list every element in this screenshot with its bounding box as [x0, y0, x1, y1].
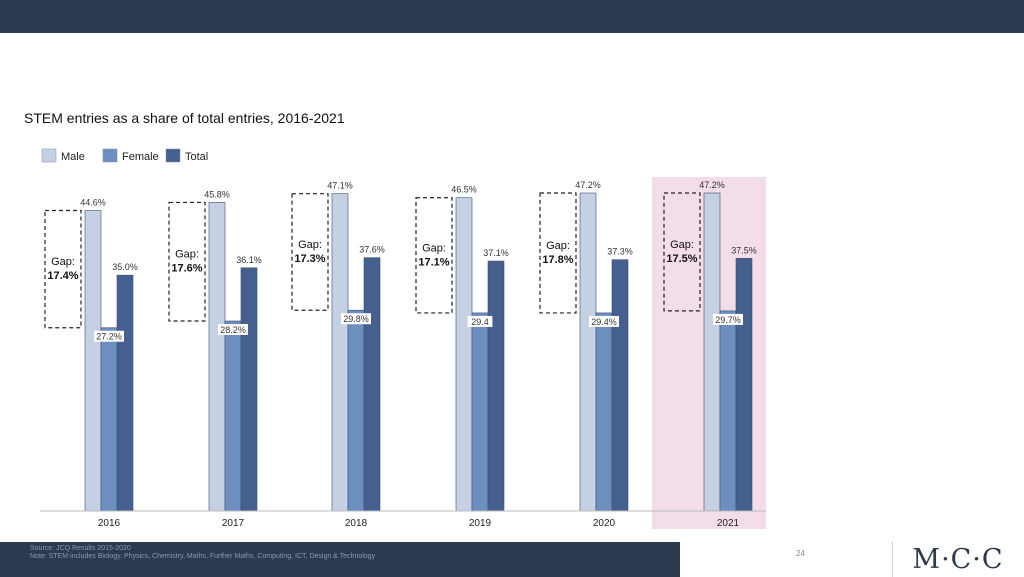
label-bg-female-2020	[589, 315, 619, 327]
bar-male-2016	[84, 210, 102, 512]
label-bg-female-2019	[467, 315, 493, 327]
bar-female-2021	[719, 310, 737, 512]
bar-female-2017	[224, 320, 242, 512]
bar-male-2017	[208, 202, 226, 512]
bar-female-2020	[595, 312, 613, 512]
bar-male-2021	[703, 192, 721, 512]
bar-total-2018	[363, 257, 381, 512]
label-bg-female-2021	[713, 313, 743, 325]
value-label-female-2017: 28.2%	[220, 325, 246, 335]
value-label-male-2016: 44.6%	[80, 198, 106, 208]
gap-value-2017: 17.6%	[171, 263, 202, 275]
bar-male-2018	[331, 193, 349, 512]
bar-male-2019	[455, 197, 473, 512]
gap-label-2020: Gap:	[546, 240, 570, 252]
header-bar	[0, 0, 1024, 33]
value-label-female-2019: 29.4	[471, 317, 489, 327]
legend-label-female: Female	[122, 151, 159, 163]
value-label-male-2021: 47.2%	[699, 180, 725, 190]
value-label-total-2016: 35.0%	[112, 262, 138, 272]
gap-label-2016: Gap:	[51, 256, 75, 268]
bar-total-2019	[487, 260, 505, 512]
gap-value-2018: 17.3%	[294, 253, 325, 265]
gap-label-2017: Gap:	[175, 249, 199, 261]
bar-total-2016	[116, 274, 134, 512]
gap-value-2021: 17.5%	[666, 253, 697, 265]
bar-female-2018	[347, 309, 365, 512]
gap-value-2020: 17.8%	[542, 254, 573, 266]
value-label-male-2018: 47.1%	[327, 181, 353, 191]
gap-box-2017	[168, 201, 206, 322]
gap-box-2019	[415, 197, 453, 314]
bar-total-2017	[240, 267, 258, 512]
value-label-total-2017: 36.1%	[236, 255, 262, 265]
gap-value-2019: 17.1%	[418, 256, 449, 268]
value-label-total-2020: 37.3%	[607, 247, 633, 257]
gap-value-2016: 17.4%	[47, 270, 78, 282]
page-number: 24	[796, 549, 805, 558]
bar-total-2021	[735, 258, 753, 512]
bar-total-2020	[611, 259, 629, 512]
chart-title: STEM entries as a share of total entries…	[24, 110, 345, 126]
value-label-female-2016: 27.2%	[96, 332, 122, 342]
value-label-female-2020: 29.4%	[591, 317, 617, 327]
legend-swatch-male	[41, 148, 57, 163]
value-label-total-2021: 37.5%	[731, 245, 757, 255]
value-label-male-2017: 45.8%	[204, 189, 230, 199]
tick-label-2018: 2018	[345, 518, 368, 529]
tick-label-2019: 2019	[469, 518, 492, 529]
tick-label-2020: 2020	[593, 518, 616, 529]
value-label-total-2018: 37.6%	[359, 245, 385, 255]
value-label-male-2019: 46.5%	[451, 185, 477, 195]
gap-box-2016	[44, 209, 82, 329]
tick-label-2021: 2021	[717, 518, 740, 529]
footer-note: Note: STEM includes Biology, Physics, Ch…	[30, 553, 376, 560]
bar-male-2020	[579, 192, 597, 512]
tick-label-2017: 2017	[222, 518, 245, 529]
label-bg-female-2016	[94, 330, 124, 342]
gap-label-2018: Gap:	[298, 239, 322, 251]
value-label-female-2021: 29.7%	[715, 315, 741, 325]
legend-swatch-total	[165, 148, 181, 163]
value-label-total-2019: 37.1%	[483, 248, 509, 258]
legend-swatch-female	[102, 148, 118, 163]
footer-bar	[0, 542, 680, 577]
value-label-female-2018: 29.8%	[343, 314, 369, 324]
mcc-logo: M·C·C	[892, 542, 1023, 577]
legend-label-male: Male	[61, 151, 85, 163]
label-bg-female-2018	[341, 313, 371, 325]
footer-source: Source: JCQ Results 2015-2020	[30, 545, 131, 552]
gap-label-2019: Gap:	[422, 242, 446, 254]
bar-female-2016	[100, 327, 118, 512]
value-label-male-2020: 47.2%	[575, 180, 601, 190]
gap-label-2021: Gap:	[670, 239, 694, 251]
legend-label-total: Total	[185, 151, 208, 163]
label-bg-female-2017	[218, 324, 248, 336]
gap-box-2018	[291, 193, 329, 311]
gap-box-2021	[663, 192, 701, 312]
bar-female-2019	[471, 312, 489, 512]
tick-label-2016: 2016	[98, 518, 121, 529]
gap-box-2020	[539, 192, 577, 314]
